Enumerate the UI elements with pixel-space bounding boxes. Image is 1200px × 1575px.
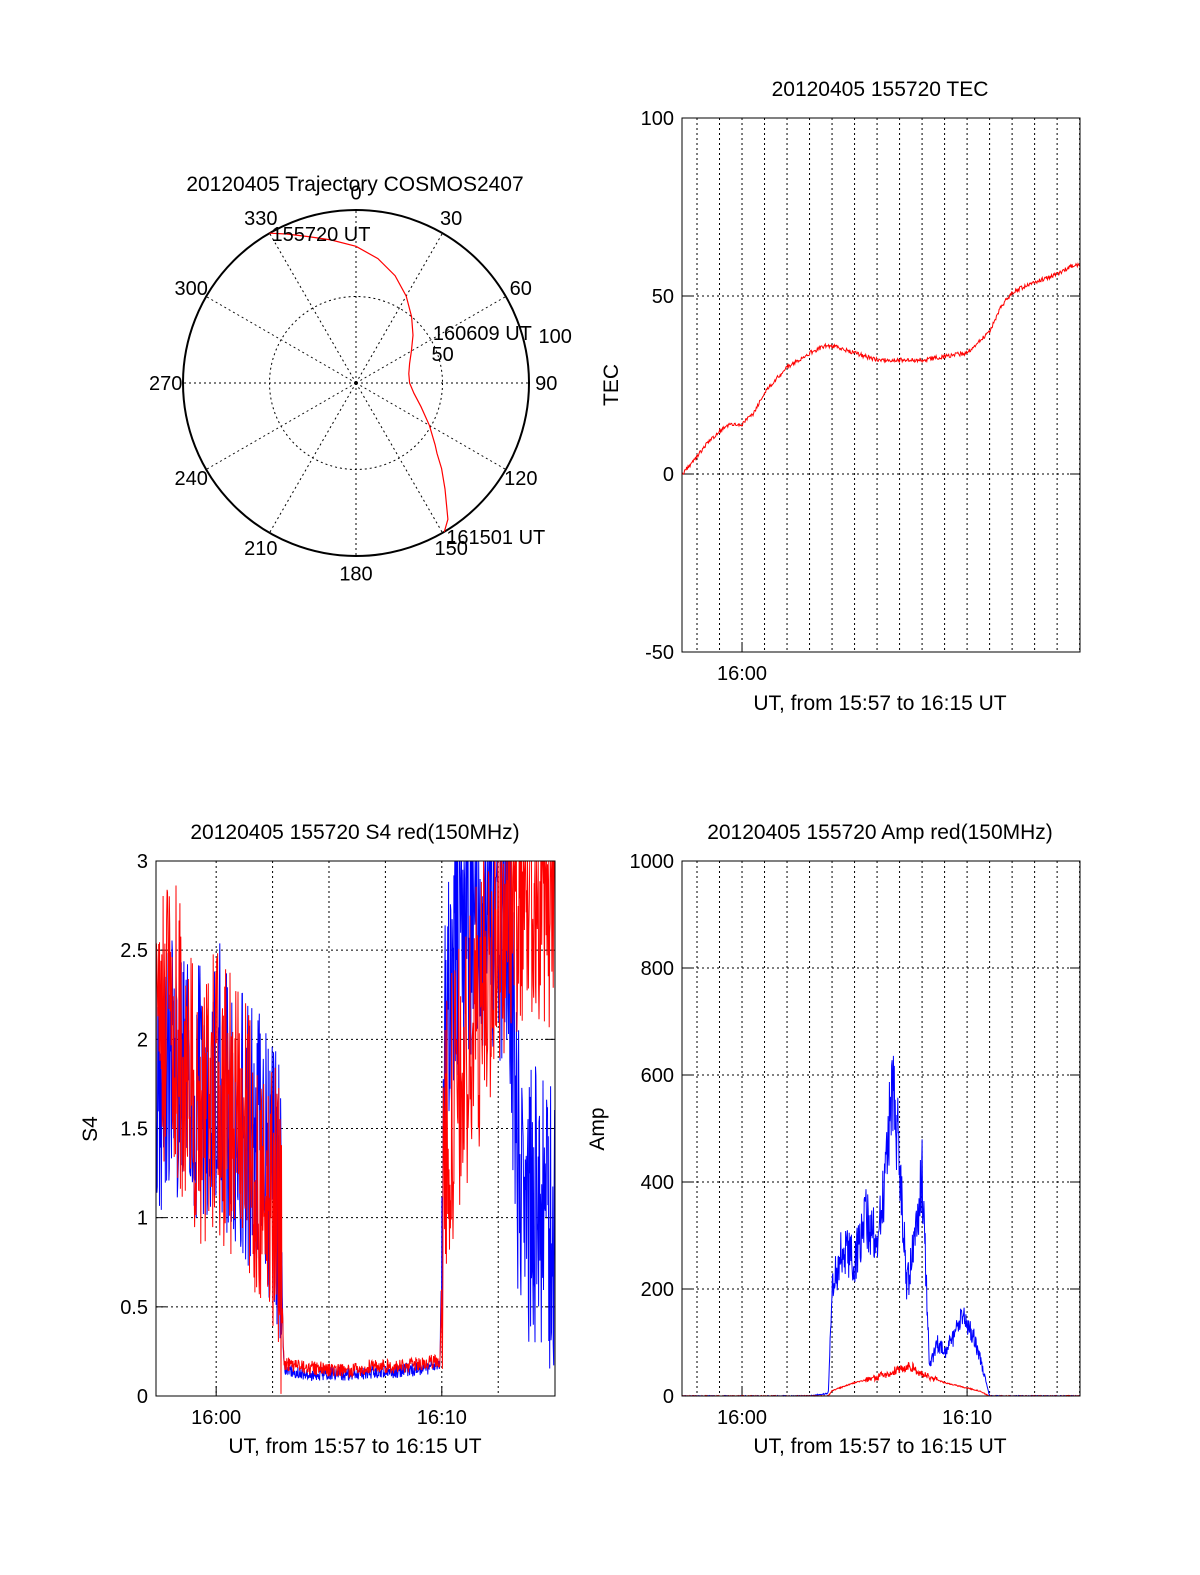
- y-tick-label: 1000: [630, 851, 675, 873]
- polar-radius-label: 100: [539, 326, 572, 348]
- polar-angle-label: 240: [175, 468, 208, 490]
- series-line: [155, 860, 556, 1394]
- y-tick-label: 800: [641, 958, 674, 980]
- plot-frame: [681, 117, 1081, 653]
- tec-panel: 20120405 155720 TEC UT, from 15:57 to 16…: [600, 78, 1081, 715]
- plot-frame: [681, 860, 1081, 1397]
- series-line: [681, 262, 1081, 475]
- polar-angle-label: 330: [244, 208, 277, 230]
- y-tick-label: 3: [137, 851, 148, 873]
- y-tick-label: 2: [137, 1029, 148, 1051]
- y-tick-label: 200: [641, 1279, 674, 1301]
- y-tick-label: 100: [641, 108, 674, 130]
- x-tick-label: 16:00: [717, 1407, 767, 1429]
- y-tick-label: 50: [652, 286, 674, 308]
- amp-plot: 0 200 400 600 800 1000 16:00 16:10: [630, 851, 1081, 1429]
- y-tick-label: 0: [137, 1386, 148, 1408]
- y-tick-label: 1: [137, 1208, 148, 1230]
- polar-angle-label: 180: [339, 563, 372, 585]
- polar-title: 20120405 Trajectory COSMOS2407: [186, 173, 523, 196]
- tec-title: 20120405 155720 TEC: [772, 78, 989, 101]
- y-tick-label: 2.5: [120, 940, 148, 962]
- polar-series: [269, 232, 449, 532]
- s4-title: 20120405 155720 S4 red(150MHz): [190, 821, 519, 844]
- amp-title: 20120405 155720 Amp red(150MHz): [707, 821, 1053, 844]
- s4-xlabel: UT, from 15:57 to 16:15 UT: [228, 1435, 481, 1458]
- tec-ylabel: TEC: [600, 364, 623, 406]
- polar-ring: [269, 296, 443, 470]
- y-tick-label: 0: [663, 1386, 674, 1408]
- tec-xlabel: UT, from 15:57 to 16:15 UT: [753, 692, 1006, 715]
- trajectory-annotation: 155720 UT: [272, 224, 371, 246]
- y-tick-label: 0.5: [120, 1297, 148, 1319]
- polar-grid: [182, 209, 530, 557]
- tec-plot: -50 0 50 100 16:00: [641, 108, 1081, 685]
- polar-labels: 0 30 60 90 120 150 180 210 240 270 300 330 50 100 1557…: [149, 183, 572, 586]
- amp-panel: 20120405 155720 Amp red(150MHz) UT, from…: [586, 821, 1081, 1458]
- trajectory-annotation: 160609 UT: [433, 323, 532, 345]
- s4-panel: 20120405 155720 S4 red(150MHz) UT, from …: [79, 821, 556, 1458]
- y-tick-label: 0: [663, 464, 674, 486]
- x-tick-label: 16:10: [417, 1407, 467, 1429]
- polar-radius-label: 50: [431, 344, 453, 366]
- y-tick-label: 400: [641, 1172, 674, 1194]
- y-tick-label: 1.5: [120, 1119, 148, 1141]
- polar-angle-label: 150: [434, 538, 467, 560]
- y-tick-label: -50: [645, 642, 674, 664]
- polar-angle-label: 60: [510, 278, 532, 300]
- polar-angle-label: 210: [244, 538, 277, 560]
- polar-angle-label: 300: [175, 278, 208, 300]
- s4-ylabel: S4: [79, 1116, 102, 1142]
- s4-plot: 0 0.5 1 1.5 2 2.5 3 16:00 16:10: [120, 851, 556, 1429]
- polar-spoke: [355, 296, 507, 384]
- x-tick-label: 16:10: [942, 1407, 992, 1429]
- polar-outer-ring: [182, 209, 530, 557]
- x-tick-label: 16:00: [717, 663, 767, 685]
- amp-xlabel: UT, from 15:57 to 16:15 UT: [753, 1435, 1006, 1458]
- y-tick-label: 600: [641, 1065, 674, 1087]
- polar-panel: 20120405 Trajectory COSMOS2407 0 30 60 90 12…: [149, 173, 572, 585]
- amp-ylabel: Amp: [586, 1107, 609, 1150]
- polar-angle-label: 270: [149, 373, 182, 395]
- trajectory-line: [269, 232, 449, 532]
- x-tick-label: 16:00: [191, 1407, 241, 1429]
- trajectory-annotation: 161501 UT: [446, 527, 545, 549]
- polar-angle-label: 30: [440, 208, 462, 230]
- polar-angle-label: 0: [350, 183, 361, 205]
- polar-angle-label: 120: [504, 468, 537, 490]
- polar-angle-label: 90: [535, 373, 557, 395]
- plot-frame: [155, 860, 556, 1397]
- polar-spoke: [355, 232, 443, 384]
